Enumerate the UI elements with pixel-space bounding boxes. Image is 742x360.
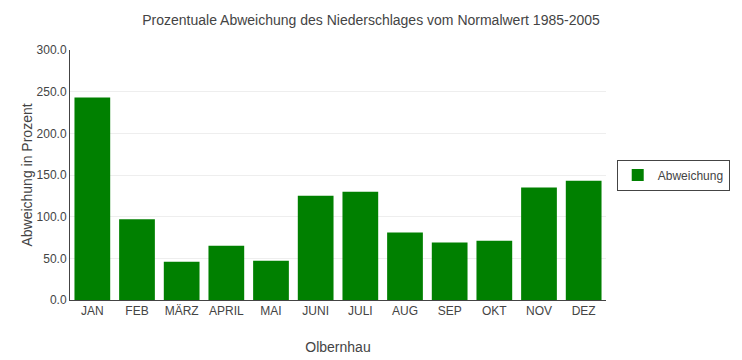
svg-text:Prozentuale Abweichung des Nie: Prozentuale Abweichung des Niederschlage… [142, 12, 600, 28]
svg-text:Abweichung in Prozent: Abweichung in Prozent [19, 103, 35, 246]
svg-text:AUG: AUG [392, 304, 418, 318]
svg-text:200.0: 200.0 [37, 127, 67, 141]
svg-text:JULI: JULI [348, 304, 373, 318]
svg-text:DEZ: DEZ [572, 304, 596, 318]
svg-text:100.0: 100.0 [37, 210, 67, 224]
svg-text:SEP: SEP [438, 304, 462, 318]
svg-text:JAN: JAN [81, 304, 104, 318]
svg-text:0.0: 0.0 [50, 293, 67, 307]
svg-text:JUNI: JUNI [302, 304, 329, 318]
svg-text:MAI: MAI [260, 304, 281, 318]
svg-text:NOV: NOV [526, 304, 552, 318]
svg-text:300.0: 300.0 [37, 43, 67, 57]
svg-text:APRIL: APRIL [209, 304, 244, 318]
svg-text:FEB: FEB [125, 304, 148, 318]
svg-text:250.0: 250.0 [37, 85, 67, 99]
svg-text:50.0: 50.0 [43, 252, 67, 266]
svg-text:Olbernhau: Olbernhau [305, 339, 370, 355]
svg-text:OKT: OKT [482, 304, 507, 318]
svg-text:MÄRZ: MÄRZ [165, 304, 199, 318]
svg-text:150.0: 150.0 [37, 168, 67, 182]
svg-text:Abweichung: Abweichung [658, 169, 723, 183]
